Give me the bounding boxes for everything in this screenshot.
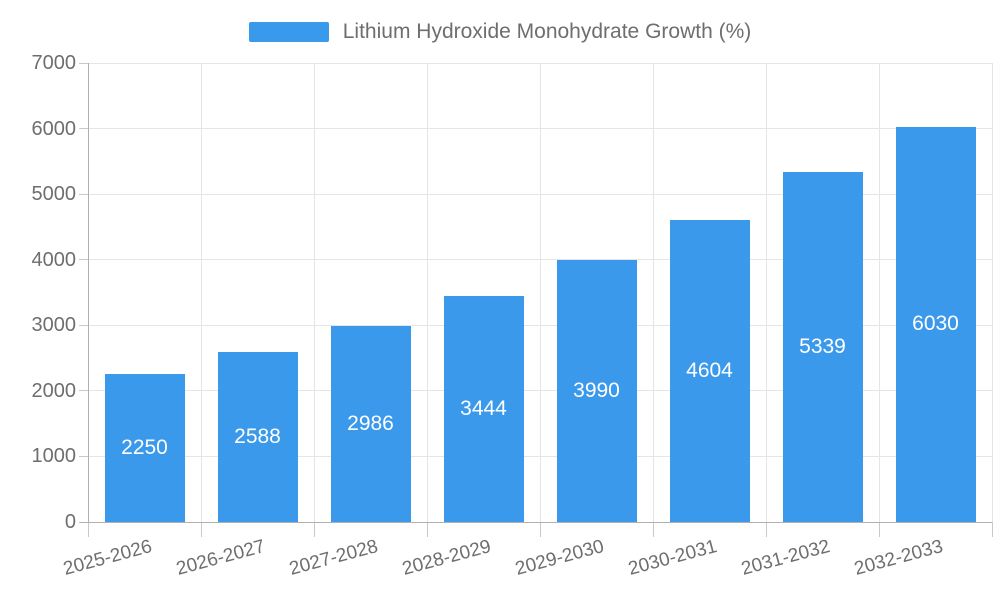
x-axis-line [80,522,992,523]
x-tick [426,522,428,537]
y-tick [79,128,88,130]
y-tick [79,390,88,392]
x-gridline [313,63,315,522]
x-tick [765,522,767,537]
x-category-label: 2028-2029 [399,536,493,580]
bar-value-label: 3990 [573,379,620,403]
x-category-label: 2026-2027 [173,536,267,580]
bar-value-label: 3444 [460,397,507,421]
y-axis-line [88,63,89,522]
x-tick [539,522,541,537]
bar-value-label: 2588 [234,425,281,449]
bar: 6030 [895,126,976,522]
y-tick-label: 4000 [31,248,77,271]
bar-value-label: 2250 [121,436,168,460]
x-gridline [765,63,767,522]
x-gridline [652,63,654,522]
x-tick [313,522,315,537]
y-tick-label: 7000 [31,52,77,74]
x-category-label: 2025-2026 [60,536,154,580]
bar-value-label: 5339 [799,334,846,358]
bar: 2250 [104,374,185,522]
bar: 3990 [556,260,637,522]
x-category-label: 2029-2030 [512,536,606,580]
y-tick [79,259,88,261]
legend-swatch [248,22,329,42]
x-tick [652,522,654,537]
x-gridline [426,63,428,522]
bar-value-label: 6030 [912,312,959,336]
x-category-label: 2027-2028 [286,536,380,580]
x-tick [87,522,89,537]
y-tick-label: 1000 [31,445,77,468]
x-category-label: 2032-2033 [851,536,945,580]
x-gridline [878,63,880,522]
bar: 4604 [669,220,750,522]
y-tick [79,193,88,195]
y-tick-label: 6000 [31,117,77,140]
bar-value-label: 2986 [347,412,394,436]
bar: 5339 [782,171,863,522]
x-category-label: 2031-2032 [738,536,832,580]
y-tick [79,455,88,457]
x-tick [991,522,993,537]
y-tick [79,62,88,64]
x-gridline [539,63,541,522]
y-tick-label: 2000 [31,379,77,402]
x-gridline [991,63,993,522]
x-gridline [200,63,202,522]
legend-label: Lithium Hydroxide Monohydrate Growth (%) [342,20,752,43]
bar: 3444 [443,296,524,522]
y-tick-label: 3000 [31,314,77,337]
x-category-label: 2030-2031 [625,536,719,580]
bar: 2986 [330,326,411,522]
plot-area: 2250 2588 2986 3444 3990 4604 5339 6030 [88,62,993,522]
x-tick [878,522,880,537]
y-tick [79,324,88,326]
x-tick [200,522,202,537]
y-tick-label: 5000 [31,183,77,206]
bar: 2588 [217,352,298,522]
bar-value-label: 4604 [686,359,733,383]
chart-legend[interactable]: Lithium Hydroxide Monohydrate Growth (%) [0,20,1000,44]
y-tick-label: 0 [64,511,76,533]
